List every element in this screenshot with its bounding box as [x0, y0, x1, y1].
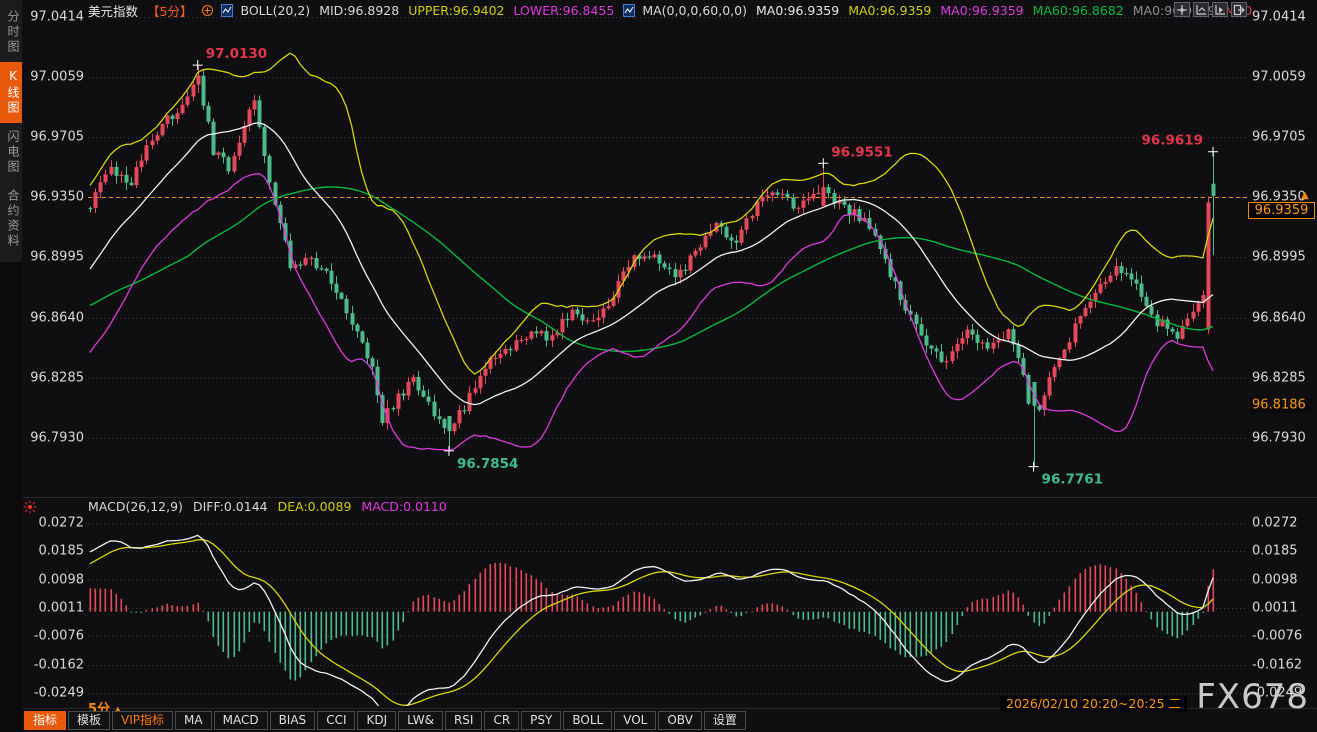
axis-label: 0.0098 [38, 572, 85, 588]
axis-label: 96.9705 [30, 129, 84, 145]
axis-label: 96.9350 [30, 189, 84, 205]
last-price-box: 96.9359 [1248, 202, 1315, 219]
candle-time-range: 2026/02/10 20:20~20:25 二 [1000, 696, 1188, 712]
axis-label: 0.0272 [1252, 515, 1298, 531]
axis-label: 96.7930 [30, 430, 84, 446]
ma-value-0: MA0:96.9359 [755, 2, 840, 18]
ma-label: MA(0,0,0,60,0,0) [642, 2, 747, 18]
sidebar-item-2[interactable]: 闪电图 [6, 130, 20, 175]
axis-label: 96.9350 [1252, 189, 1306, 205]
ma-value-2: MA0:96.9359 [940, 2, 1024, 18]
tab-MA[interactable]: MA [175, 711, 212, 730]
macd-diff-value: DIFF:0.0144 [192, 499, 268, 514]
boll-thumbnail-icon [221, 3, 234, 17]
exit-panel-icon[interactable] [1231, 2, 1247, 17]
period-label[interactable]: 【5分】 [147, 3, 193, 19]
tab-VOL[interactable]: VOL [614, 711, 657, 730]
axis-label: 97.0414 [1252, 9, 1306, 25]
sidebar-item-0[interactable]: 分时图 [6, 10, 20, 55]
price-annotation: 96.9551 [831, 144, 893, 160]
axis-label: -0.0076 [33, 628, 84, 644]
axis-label: 0.0011 [38, 600, 85, 616]
macd-header: MACD(26,12,9) DIFF:0.0144 DEA:0.0089 MAC… [88, 499, 457, 514]
price-annotation: 96.7854 [457, 456, 518, 472]
tab-设置[interactable]: 设置 [703, 711, 746, 730]
tab-LW&[interactable]: LW& [398, 711, 443, 730]
axis-label: -0.0249 [33, 685, 84, 701]
candles-layer [88, 52, 1247, 467]
sidebar-item-3[interactable]: 合约资料 [6, 189, 20, 249]
axis-label: 96.9705 [1252, 129, 1306, 145]
ma-value-1: MA0:96.9359 [848, 2, 932, 18]
ma-value-3: MA60:96.8682 [1032, 2, 1124, 18]
tab-指标[interactable]: 指标 [24, 711, 67, 730]
add-indicator-icon[interactable] [201, 4, 214, 17]
axis-label: 0.0011 [1252, 600, 1298, 616]
boll-lower-value: LOWER:96.8455 [513, 2, 615, 18]
tab-BIAS[interactable]: BIAS [269, 711, 316, 730]
tab-BOLL[interactable]: BOLL [563, 711, 613, 730]
tab-CCI[interactable]: CCI [317, 711, 356, 730]
ma-thumbnail-icon [623, 3, 636, 17]
play-axis-icon[interactable] [1212, 2, 1228, 17]
axis-label: 96.8995 [30, 249, 84, 265]
tab-模板[interactable]: 模板 [68, 711, 111, 730]
price-up-arrow-icon: ▲ [1301, 190, 1309, 201]
gridlines [88, 17, 1247, 694]
axis-label: 0.0185 [1252, 543, 1298, 559]
tab-CR[interactable]: CR [484, 711, 520, 730]
price-annotation: 97.0130 [206, 46, 267, 62]
sidebar-filler [0, 262, 22, 732]
tab-VIP指标[interactable]: VIP指标 [112, 711, 174, 730]
axis-label: -0.0076 [1252, 628, 1303, 644]
watermark: FX678 [1196, 677, 1309, 717]
sidebar-item-1[interactable]: K线图 [0, 62, 22, 123]
boll-mid-value: MID:96.8928 [319, 2, 400, 18]
axis-label: -0.0249 [1252, 685, 1303, 701]
axis-label: 96.8640 [30, 310, 84, 326]
macd-label: MACD(26,12,9) [88, 499, 183, 514]
crosshair-tool-icon[interactable] [1174, 2, 1190, 17]
chart-header: 美元指数 【5分】 BOLL(20,2) MID:96.8928 UPPER:9… [88, 2, 1261, 19]
macd-dea-value: DEA:0.0089 [277, 499, 352, 514]
indicator-tabbar: 指标 模板 VIP指标 MA MACD BIAS CCI KDJ LW& RSI CR PSY BOLL… [24, 711, 746, 730]
axis-label: -0.0162 [33, 657, 84, 673]
period-up-arrow-icon: ▲ [114, 705, 122, 716]
axis-label: 0.0098 [1252, 572, 1298, 588]
axis-label: 97.0414 [30, 9, 84, 25]
tab-RSI[interactable]: RSI [444, 711, 483, 730]
fit-axis-icon[interactable] [1193, 2, 1209, 17]
sidebar: 分时图 K线图闪电图合约资料 [0, 0, 22, 732]
axis-label: 96.8285 [30, 370, 84, 386]
axis-label: 0.0272 [38, 515, 85, 531]
axis-label: 97.0059 [1252, 69, 1306, 85]
boll-label: BOLL(20,2) [240, 2, 311, 18]
axis-label: 97.0059 [30, 69, 84, 85]
chart-toolbar [1174, 2, 1247, 17]
macd-macd-value: MACD:0.0110 [361, 499, 447, 514]
macd-layer [89, 534, 1215, 706]
price-annotation: 96.9619 [1142, 133, 1204, 149]
axis-label: 96.8640 [1252, 310, 1306, 326]
tab-KDJ[interactable]: KDJ [357, 711, 397, 730]
macd-alert-icon[interactable] [23, 499, 37, 518]
tab-MACD[interactable]: MACD [213, 711, 268, 730]
axis-label: 96.8995 [1252, 249, 1306, 265]
tab-OBV[interactable]: OBV [658, 711, 702, 730]
tab-PSY[interactable]: PSY [521, 711, 562, 730]
session-low-label: 96.8186 [1250, 397, 1312, 413]
symbol-name: 美元指数 [88, 3, 139, 19]
axis-label: -0.0162 [1252, 657, 1303, 673]
axis-label: 0.0185 [38, 543, 85, 559]
price-annotation: 96.7761 [1042, 472, 1104, 488]
boll-upper-value: UPPER:96.9402 [408, 2, 505, 18]
axis-label: 96.8285 [1252, 370, 1306, 386]
axis-label: 96.7930 [1252, 430, 1306, 446]
